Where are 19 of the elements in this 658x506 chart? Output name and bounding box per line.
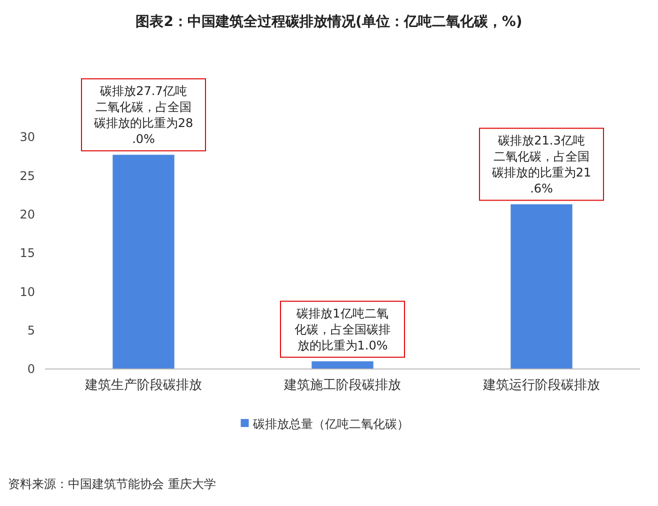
legend-label: 碳排放总量（亿吨二氧化碳） (252, 417, 409, 432)
chart-title: 图表2：中国建筑全过程碳排放情况(单位：亿吨二氧化碳，%) (136, 14, 522, 30)
y-tick-label: 5 (27, 324, 35, 338)
y-tick-label: 25 (20, 168, 35, 183)
y-tick-label: 30 (20, 130, 35, 144)
y-tick-label: 0 (27, 362, 35, 376)
x-tick-label: 建筑生产阶段碳排放 (84, 378, 202, 393)
y-tick-label: 10 (20, 284, 35, 299)
y-tick-label: 20 (20, 208, 35, 222)
x-tick-label: 建筑运行阶段碳排放 (482, 378, 600, 393)
x-tick-label: 建筑施工阶段碳排放 (283, 378, 401, 393)
bar (312, 361, 374, 369)
text: 资料来源：中国建筑节能协会 重庆大学 (8, 477, 216, 491)
bar (510, 204, 572, 369)
bar (112, 154, 174, 369)
annotation: 碳排放21.3亿吨二氧化碳，占全国碳排放的比重为21.6% (490, 133, 592, 196)
annotation: 碳排放27.7亿吨二氧化碳，占全国碳排放的比重为28.0% (92, 84, 194, 146)
annotation: 碳排放1亿吨二氧化碳，占全国碳排放的比重为1.0% (294, 306, 390, 352)
y-tick-label: 15 (20, 246, 35, 260)
